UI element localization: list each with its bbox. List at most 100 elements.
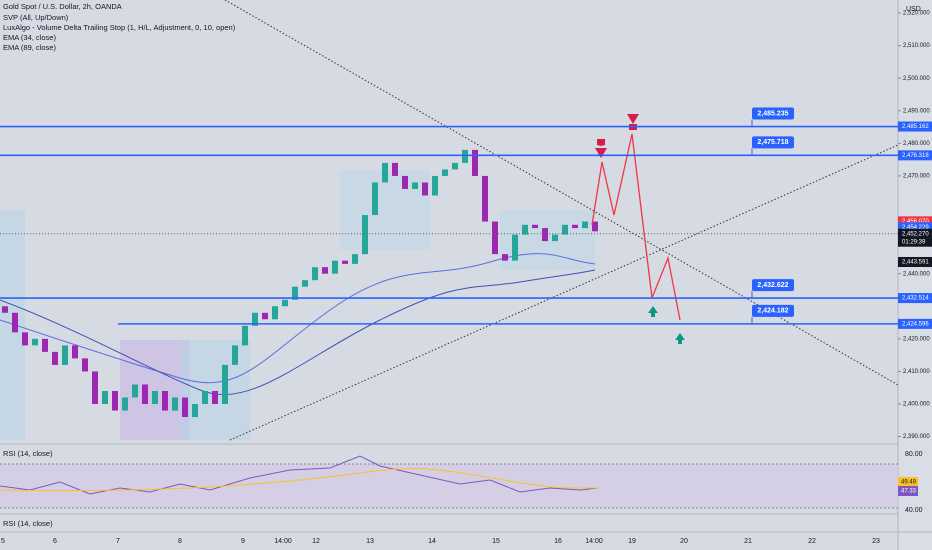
candle-body <box>212 390 218 405</box>
indicator: EMA (89, close) <box>3 43 56 52</box>
price-label-bg <box>898 256 932 267</box>
time-label: 16 <box>554 538 562 545</box>
candle-body <box>452 162 458 170</box>
candle-body <box>112 390 118 411</box>
price-tick-label: 2,420.000 <box>903 336 930 342</box>
candle-body <box>342 260 348 264</box>
candle-body <box>162 390 168 411</box>
candle-body <box>552 234 558 242</box>
candle-body <box>272 306 278 320</box>
time-label: 7 <box>116 538 120 545</box>
rsi-label-bg <box>898 477 918 487</box>
candle-body <box>72 345 78 359</box>
price-label: 2,452.270 <box>902 231 929 237</box>
arrow-up <box>675 333 685 344</box>
rsi-ma-line <box>0 468 599 492</box>
rsi-title: RSI (14, close) <box>3 519 53 528</box>
candle-body <box>52 351 58 365</box>
candle-body <box>122 397 128 411</box>
candle-body <box>502 254 508 261</box>
time-label: 14:00 <box>274 538 292 545</box>
candle-body <box>422 182 428 196</box>
candle-body <box>242 325 248 346</box>
candle-body <box>472 149 478 176</box>
price-label-bg <box>898 318 932 329</box>
time-label: 19 <box>628 538 636 545</box>
symbol-title: Gold Spot / U.S. Dollar, 2h, OANDA <box>3 2 122 11</box>
candle-body <box>282 299 288 307</box>
price-label-bg <box>898 216 932 227</box>
trend-line <box>229 144 899 441</box>
candle-body <box>482 175 488 222</box>
callout-bg <box>752 279 794 292</box>
price-tick-label: 2,520.000 <box>903 11 930 17</box>
arrow-down <box>595 139 607 158</box>
rsi-line <box>0 455 599 495</box>
candle-body <box>362 215 368 255</box>
candle-body <box>462 149 468 163</box>
price-tick-label: 2,500.000 <box>903 76 930 82</box>
candle-body <box>352 254 358 264</box>
candle-body <box>512 234 518 261</box>
candle-body <box>492 221 498 255</box>
price-tick-label: 2,490.000 <box>903 108 930 114</box>
candle-body <box>322 267 328 274</box>
price-tick-label: 2,400.000 <box>903 402 930 408</box>
price-axis-panel <box>898 0 932 550</box>
callout-label: 2,475.718 <box>757 139 788 146</box>
candle-body <box>582 221 588 229</box>
indicator: EMA (34, close) <box>3 33 56 42</box>
indicator: LuxAlgo - Volume Delta Trailing Stop (1,… <box>3 23 236 32</box>
price-label: 2,456.070 <box>902 219 929 225</box>
price-label-bg <box>898 228 932 247</box>
price-tick-label: 2,510.000 <box>903 43 930 49</box>
candle-body <box>2 306 8 313</box>
candle-body <box>572 224 578 229</box>
price-tick-label: 2,410.000 <box>903 369 930 375</box>
time-label: 15 <box>492 538 500 545</box>
time-label: 21 <box>744 538 752 545</box>
rsi-label-bg <box>898 486 918 496</box>
price-tick-label: 2,440.000 <box>903 271 930 277</box>
candle-body <box>292 286 298 300</box>
candle-body <box>382 162 388 183</box>
candle-body <box>12 312 18 333</box>
countdown: 01:29:39 <box>902 239 926 245</box>
currency[interactable]: USD <box>906 6 921 13</box>
rsi-tick: 40.00 <box>905 507 923 514</box>
candle-body <box>302 280 308 287</box>
time-label: 14 <box>428 538 436 545</box>
time-label: 23 <box>872 538 880 545</box>
price-label: 2,454.229 <box>902 225 929 231</box>
candle-body <box>312 267 318 281</box>
price-tick-label: 2,470.000 <box>903 174 930 180</box>
rsi-label: 47.33 <box>901 489 917 495</box>
volume-profile <box>180 340 250 440</box>
arrow-up <box>648 306 658 317</box>
rsi-band <box>0 464 898 508</box>
candle-body <box>442 169 448 176</box>
time-label: 22 <box>808 538 816 545</box>
callout-label: 2,432.622 <box>757 282 788 289</box>
callout-bg <box>752 304 794 317</box>
rsi-title: RSI (14, close) <box>3 449 53 458</box>
candle-body <box>522 224 528 235</box>
candle-body <box>32 338 38 346</box>
candle-body <box>192 404 198 418</box>
indicator: SVP (All, Up/Down) <box>3 13 69 22</box>
candle-body <box>222 364 228 405</box>
candle-body <box>252 312 258 326</box>
time-label: 12 <box>312 538 320 545</box>
price-label-bg <box>898 150 932 161</box>
candle-body <box>532 224 538 229</box>
ema-line <box>0 269 596 395</box>
time-label: 20 <box>680 538 688 545</box>
candle-body <box>182 397 188 418</box>
time-label: 14:00 <box>585 538 603 545</box>
candle-body <box>412 182 418 189</box>
candle-body <box>202 390 208 405</box>
volume-profile <box>120 340 190 440</box>
rsi-label: 49.49 <box>901 480 917 486</box>
price-label: 2,424.596 <box>902 321 929 327</box>
